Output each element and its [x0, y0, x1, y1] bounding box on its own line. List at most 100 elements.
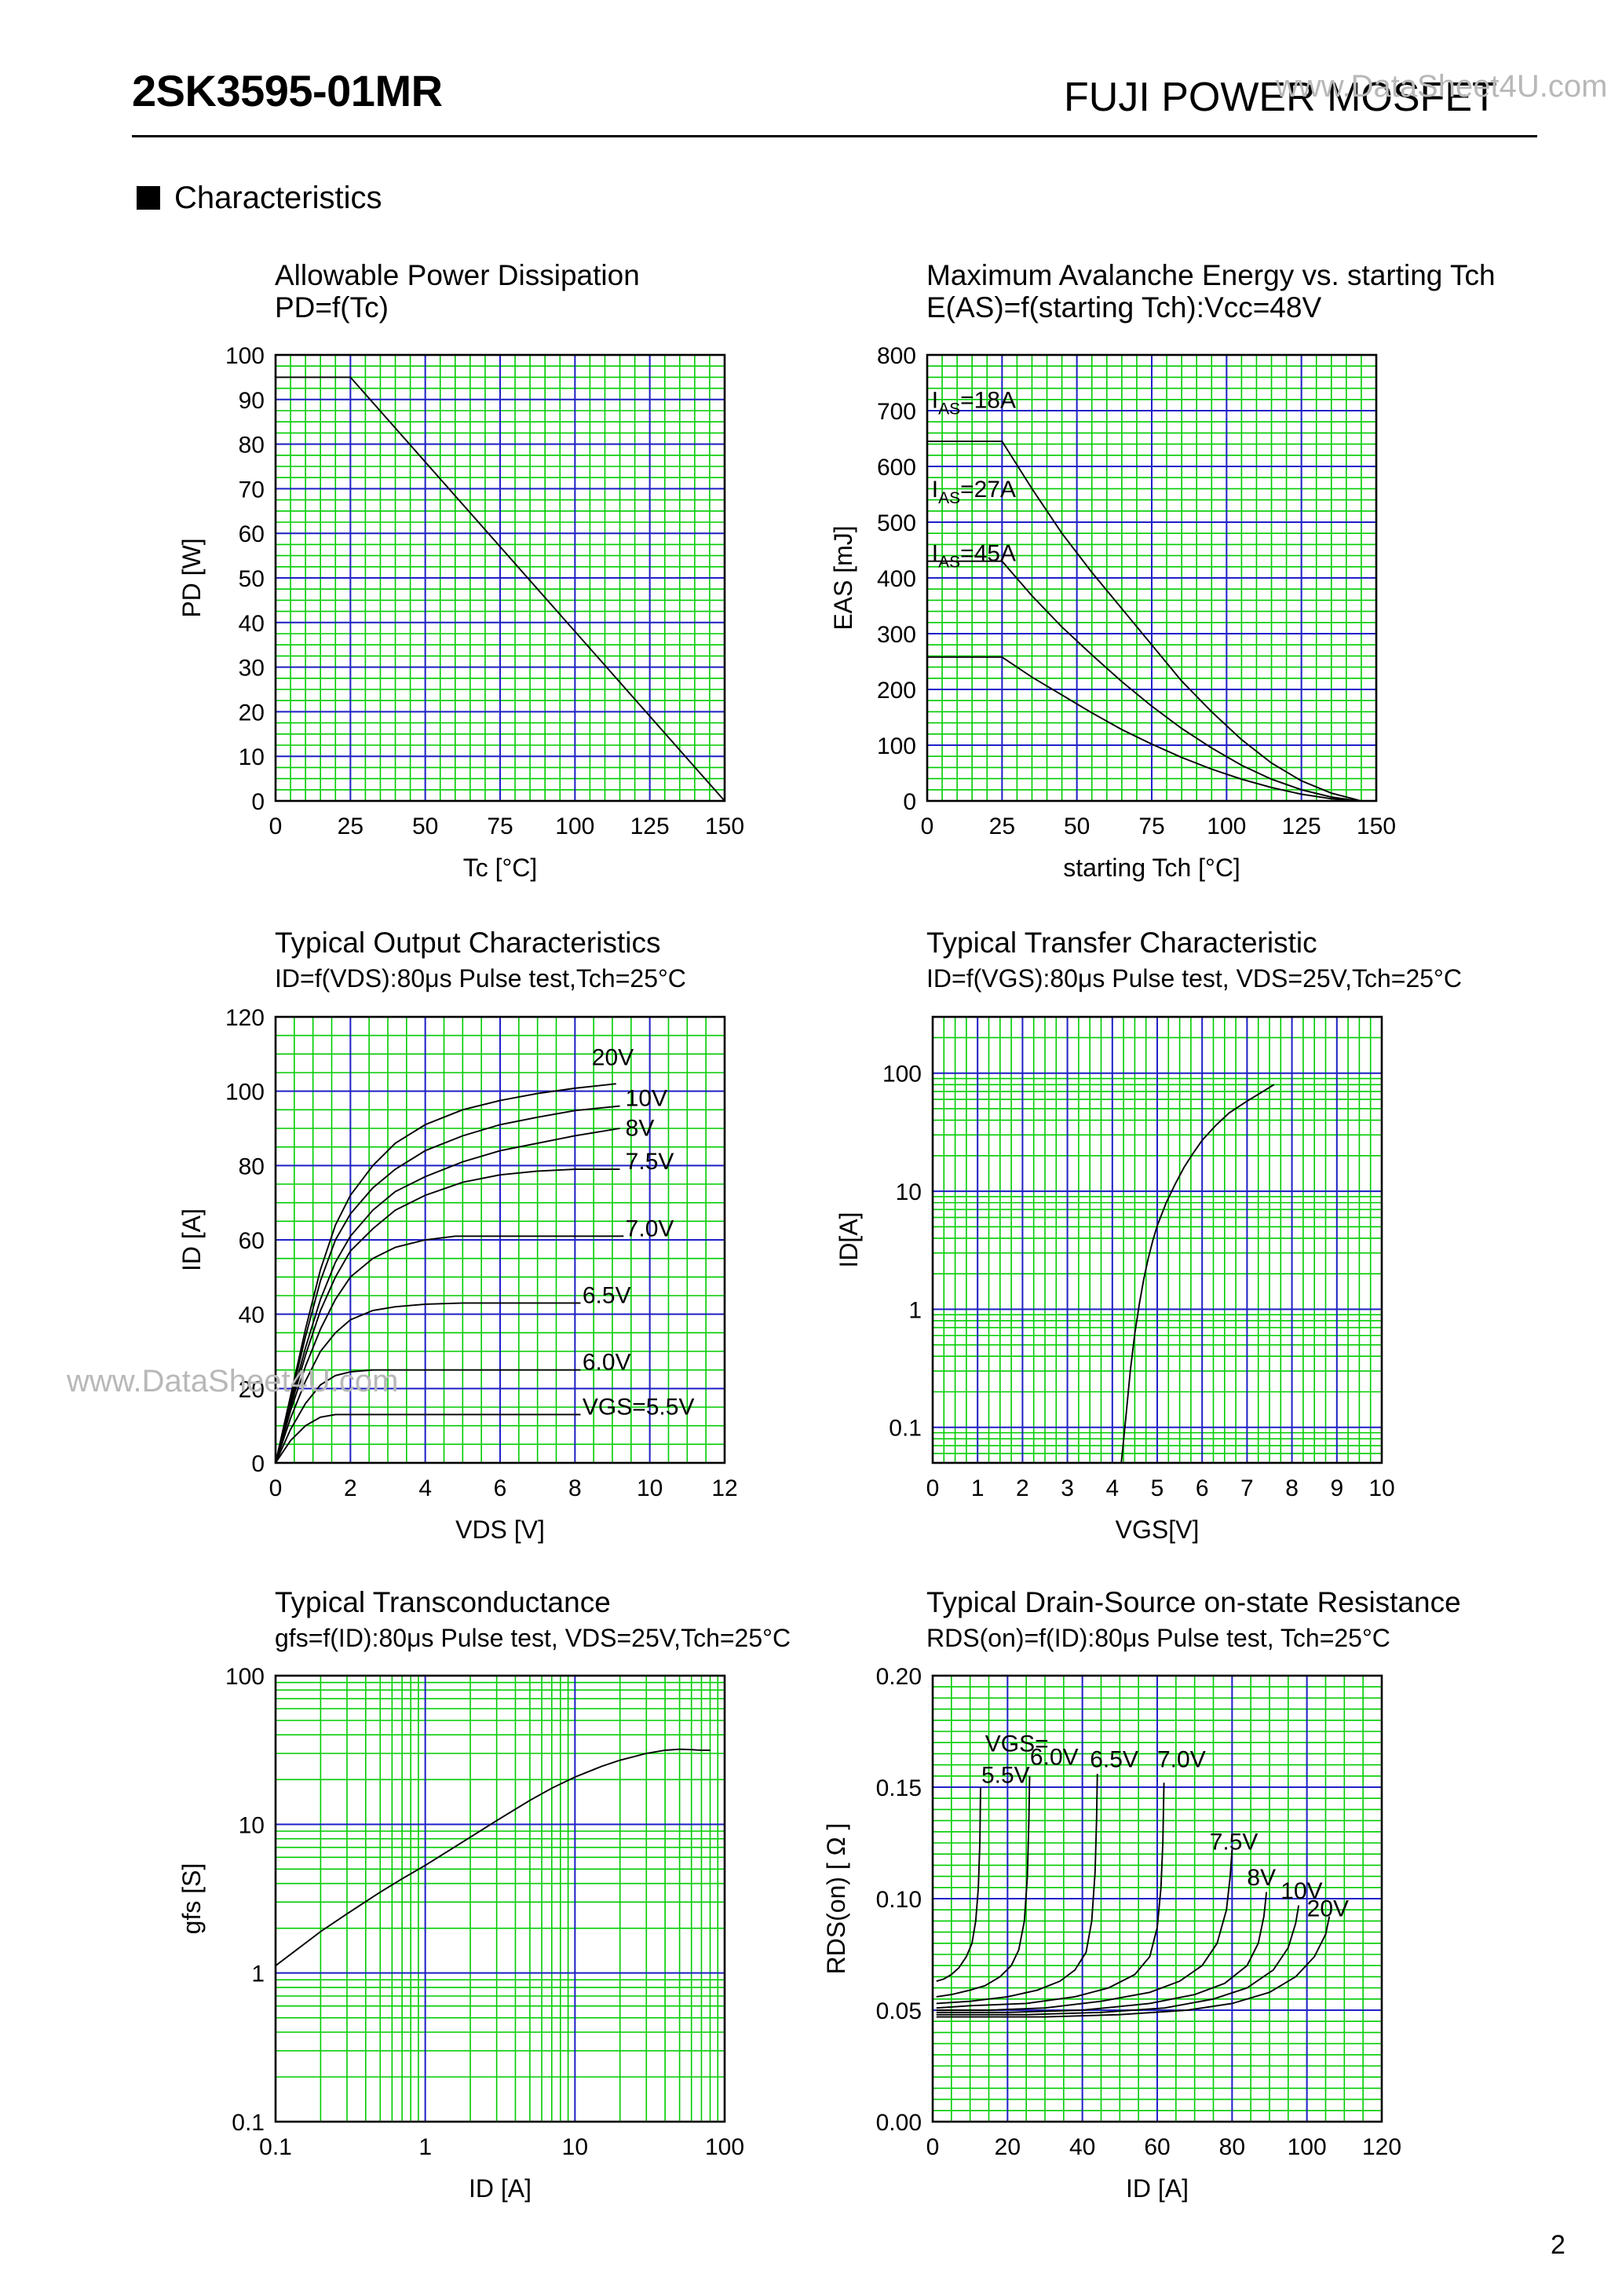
x-axis-label: starting Tch [°C] — [1063, 854, 1240, 882]
curve-label: 20V — [1307, 1896, 1349, 1922]
x-axis-label: VDS [V] — [455, 1515, 545, 1544]
y-axis-label: PD [W] — [177, 538, 206, 617]
y-tick-label: 0.1 — [232, 2110, 265, 2136]
y-tick-label: 40 — [239, 611, 265, 637]
curve-20V — [275, 1083, 616, 1464]
chart-typical-transfer-characteristic: Typical Transfer Characteristic ID=f(VGS… — [823, 927, 1462, 1544]
curve-10V — [275, 1105, 620, 1464]
grid-major — [276, 355, 725, 801]
y-tick-label: 0.1 — [889, 1416, 922, 1442]
chart2-subtitle: ID=f(VDS):80μs Pulse test,Tch=25°C — [275, 964, 686, 993]
y-tick-label: 0.05 — [876, 1998, 922, 2024]
y-tick-label: 400 — [877, 566, 916, 592]
y-tick-label: 0.20 — [876, 1664, 922, 1690]
y-tick-label: 100 — [882, 1062, 922, 1088]
curves — [275, 1083, 624, 1464]
x-tick-label: 2 — [344, 1475, 357, 1501]
y-tick-label: 600 — [877, 455, 916, 481]
x-axis-label: ID [A] — [469, 2174, 532, 2203]
y-tick-label: 90 — [239, 388, 265, 414]
curve-label: 6.0V — [1030, 1745, 1079, 1771]
grid-major — [933, 1017, 1382, 1463]
axis-frame — [926, 353, 1378, 803]
axis-frame — [274, 1674, 726, 2123]
y-tick-label: 0 — [251, 789, 265, 815]
chart3-title: Typical Transfer Characteristic — [926, 927, 1317, 959]
curve-label: 7.0V — [1157, 1746, 1206, 1772]
chart0-subtitle: PD=f(Tc) — [275, 291, 389, 324]
y-axis-label: EAS [mJ] — [829, 525, 857, 630]
labels: 0.1 1 10 100 0.1 1 10 100 ID [A] gfs [S] — [177, 1664, 744, 2203]
y-axis-label: RDS(on) [ Ω ] — [822, 1823, 850, 1975]
chart-allowable-power-dissipation: Allowable Power Dissipation PD=f(Tc) 0 25… — [171, 259, 791, 882]
x-tick-label: 3 — [1061, 1475, 1074, 1501]
curve-label: 5.5V — [981, 1762, 1030, 1788]
grid-major — [927, 355, 1376, 801]
chart4-title: Typical Transconductance — [275, 1586, 611, 1618]
x-tick-label: 60 — [1144, 2134, 1170, 2160]
chart-typical-drain-source-on-state-resistance: Typical Drain-Source on-state Resistance… — [822, 1586, 1461, 2203]
x-tick-label: 75 — [487, 813, 513, 839]
curve-label: 6.5V — [583, 1282, 631, 1308]
x-tick-label: 80 — [1219, 2134, 1245, 2160]
y-tick-label: 20 — [239, 700, 265, 726]
x-tick-label: 4 — [418, 1475, 432, 1501]
labels: 0 25 50 75 100 125 150 0 100 200 300 400 500 600 700 80… — [829, 343, 1396, 882]
axis-frame — [931, 1674, 1383, 2123]
y-tick-label: 500 — [877, 510, 916, 536]
x-tick-label: 8 — [568, 1475, 582, 1501]
page-number: 2 — [1551, 2230, 1565, 2260]
chart0-title: Allowable Power Dissipation — [275, 259, 640, 291]
chart2-title: Typical Output Characteristics — [275, 927, 661, 959]
x-axis-label: ID [A] — [1126, 2174, 1189, 2203]
labels: 0 1 2 3 4 5 6 7 8 9 10 0.1 1 10 100 VGS[V] ID[A] — [835, 1062, 1395, 1544]
x-tick-label: 8 — [1285, 1475, 1299, 1501]
curve-label: IAS=18A — [932, 387, 1016, 418]
x-tick-label: 0 — [269, 813, 283, 839]
y-tick-label: 0 — [903, 789, 916, 815]
y-tick-label: 80 — [239, 1153, 265, 1179]
curves — [276, 376, 725, 802]
y-tick-label: 800 — [877, 343, 916, 369]
x-tick-label: 20 — [995, 2134, 1021, 2160]
product-family-title: FUJI POWER MOSFET — [1064, 75, 1497, 120]
y-tick-label: 100 — [225, 1664, 265, 1690]
page-header: 2SK3595-01MR FUJI POWER MOSFET www.DataS… — [0, 0, 1622, 149]
curve-8V — [275, 1128, 620, 1464]
curve-10V — [936, 1905, 1300, 2016]
curve-PD — [276, 376, 725, 802]
y-tick-label: 50 — [239, 566, 265, 592]
x-axis-label: Tc [°C] — [463, 854, 538, 882]
grid-major — [276, 1017, 725, 1463]
y-tick-label: 10 — [239, 1812, 265, 1838]
square-bullet-icon — [137, 186, 160, 210]
curve-70V — [275, 1235, 620, 1464]
x-tick-label: 150 — [705, 813, 744, 839]
labels: 0 20 40 60 80 100 120 0.00 0.05 0.10 0.15 0.20 ID [A… — [822, 1664, 1401, 2203]
x-tick-label: 10 — [562, 2134, 588, 2160]
x-tick-label: 100 — [705, 2134, 744, 2160]
section-heading: Characteristics — [137, 182, 382, 214]
x-tick-label: 0 — [921, 813, 934, 839]
curve-label: 7.0V — [626, 1216, 674, 1241]
curve-65V — [936, 1773, 1098, 2005]
y-tick-label: 1 — [251, 1961, 265, 1987]
axis-frame — [274, 353, 726, 803]
y-tick-label: 100 — [877, 733, 916, 759]
curve-60V — [936, 1775, 1031, 1998]
x-tick-label: 6 — [1196, 1475, 1209, 1501]
y-tick-label: 200 — [877, 678, 916, 704]
chart-typical-transconductance: Typical Transconductance gfs=f(ID):80μs … — [171, 1586, 791, 2203]
x-tick-label: 120 — [1362, 2134, 1401, 2160]
x-tick-label: 100 — [1207, 813, 1246, 839]
x-tick-label: 2 — [1016, 1475, 1029, 1501]
curve-label: 7.5V — [626, 1149, 674, 1175]
curve-label: 6.5V — [1090, 1746, 1138, 1772]
x-tick-label: 150 — [1357, 813, 1396, 839]
chart1-title: Maximum Avalanche Energy vs. starting Tc… — [926, 259, 1496, 291]
curves — [927, 441, 1362, 802]
x-axis-label: VGS[V] — [1116, 1515, 1200, 1544]
axis-frame — [274, 1015, 726, 1464]
